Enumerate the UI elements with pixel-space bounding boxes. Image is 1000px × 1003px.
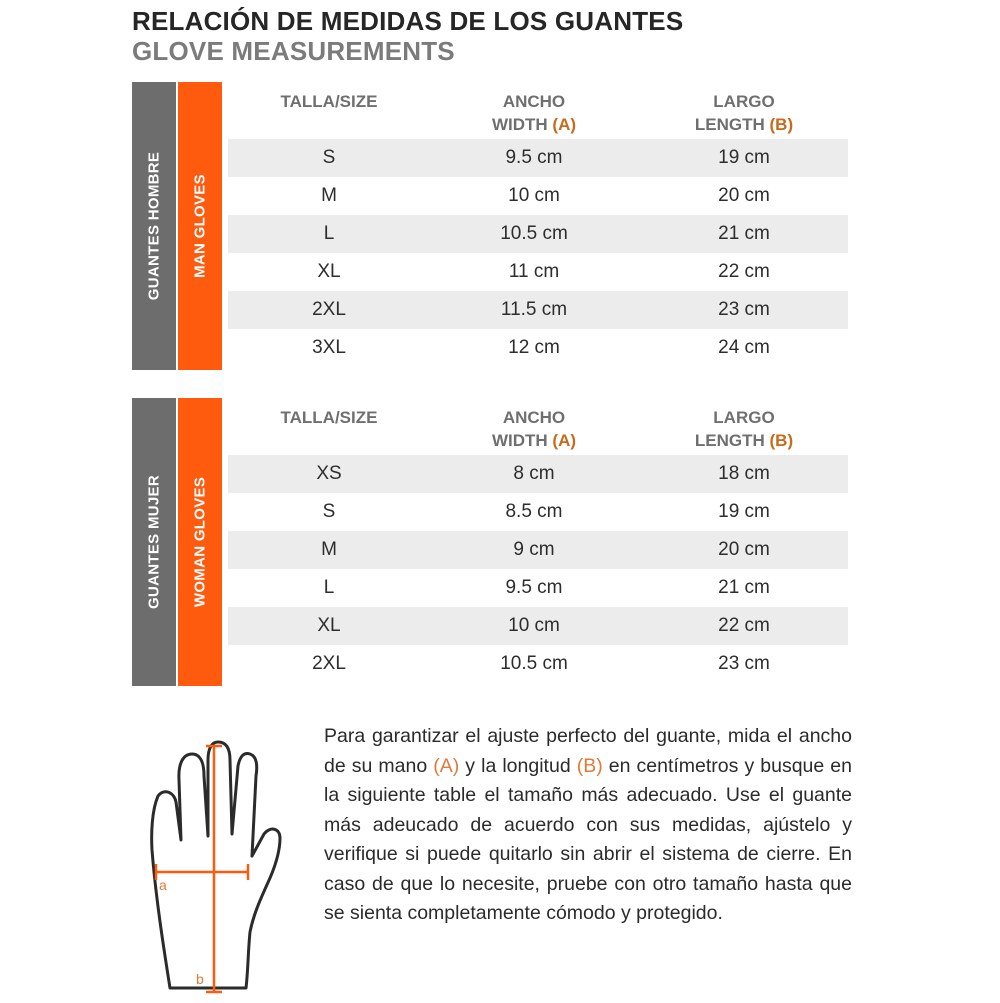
table-row: 2XL 11.5 cm 23 cm (228, 291, 848, 329)
label-b: b (196, 971, 204, 987)
woman-table-rows: XS 8 cm 18 cm S 8.5 cm 19 cm M 9 cm 20 c… (228, 455, 848, 683)
length-cell: 22 cm (718, 261, 770, 282)
length-cell: 23 cm (718, 653, 770, 674)
width-cell: 8.5 cm (505, 501, 563, 522)
header-length: LARGO LENGTH (B) (684, 90, 804, 136)
header-width: ANCHO WIDTH (A) (474, 406, 594, 452)
length-cell: 21 cm (718, 223, 770, 244)
header-width-en-line: WIDTH (A) (474, 113, 594, 136)
header-width-es: ANCHO (502, 408, 566, 427)
table-row: M 9 cm 20 cm (228, 531, 848, 569)
header-size: TALLA/SIZE (280, 92, 378, 111)
label-a: a (159, 877, 167, 893)
man-size-table: GUANTES HOMBRE MAN GLOVES TALLA/SIZE ANC… (132, 82, 848, 370)
header-width-en-line: WIDTH (A) (474, 429, 594, 452)
header-length-es: LARGO (713, 408, 775, 427)
length-cell: 22 cm (718, 615, 770, 636)
measurement-instructions: Para garantizar el ajuste perfecto del g… (324, 722, 852, 929)
table-row: L 9.5 cm 21 cm (228, 569, 848, 607)
table-row: S 8.5 cm 19 cm (228, 493, 848, 531)
woman-label-en: WOMAN GLOVES (191, 476, 209, 608)
instructions-part-1: Para garantizar el ajuste perfecto del g… (324, 725, 852, 777)
header-width-key: (A) (552, 115, 577, 134)
width-cell: 10.5 cm (500, 653, 568, 674)
length-cell: 23 cm (718, 299, 770, 320)
header-size: TALLA/SIZE (280, 408, 378, 427)
hand-measurement-diagram: a b (148, 740, 284, 998)
instructions-part-2: y la longitud (459, 754, 577, 777)
size-cell: XL (317, 615, 341, 636)
width-cell: 9.5 cm (505, 147, 563, 168)
table-row: XS 8 cm 18 cm (228, 455, 848, 493)
length-cell: 21 cm (718, 577, 770, 598)
width-cell: 8 cm (513, 463, 555, 484)
table-row: XL 10 cm 22 cm (228, 607, 848, 645)
header-length-en: LENGTH (694, 431, 765, 450)
woman-table-header: TALLA/SIZE ANCHO WIDTH (A) LARGO LENGTH … (228, 398, 848, 454)
width-cell: 9 cm (513, 539, 555, 560)
length-cell: 24 cm (718, 337, 770, 358)
instructions-part-3: en centímetros y busque en la siguiente … (324, 754, 852, 925)
instructions-key-b: (B) (576, 754, 603, 777)
table-row: 3XL 12 cm 24 cm (228, 329, 848, 367)
table-row: XL 11 cm 22 cm (228, 253, 848, 291)
woman-label-es: GUANTES MUJER (145, 475, 163, 609)
size-cell: L (323, 223, 335, 244)
table-row: M 10 cm 20 cm (228, 177, 848, 215)
table-row: 2XL 10.5 cm 23 cm (228, 645, 848, 683)
header-length-key: (B) (769, 431, 794, 450)
page-subtitle: GLOVE MEASUREMENTS (132, 36, 455, 66)
hand-outline-icon: a b (150, 740, 282, 994)
header-width-en: WIDTH (491, 431, 548, 450)
header-length-en: LENGTH (694, 115, 765, 134)
table-row: L 10.5 cm 21 cm (228, 215, 848, 253)
width-cell: 10 cm (508, 615, 560, 636)
woman-size-table: GUANTES MUJER WOMAN GLOVES TALLA/SIZE AN… (132, 398, 848, 686)
size-cell: S (322, 501, 336, 522)
table-row: S 9.5 cm 19 cm (228, 139, 848, 177)
header-length: LARGO LENGTH (B) (684, 406, 804, 452)
instructions-key-a: (A) (433, 754, 460, 777)
header-width-key: (A) (552, 431, 577, 450)
size-cell: 2XL (312, 653, 346, 674)
man-label-en: MAN GLOVES (191, 174, 209, 278)
length-cell: 19 cm (718, 147, 770, 168)
man-label-es: GUANTES HOMBRE (145, 151, 163, 301)
width-cell: 11 cm (508, 261, 560, 282)
header-length-en-line: LENGTH (B) (684, 429, 804, 452)
header-length-es: LARGO (713, 92, 775, 111)
man-label-bar-es: GUANTES HOMBRE (132, 82, 176, 370)
size-cell: M (321, 185, 337, 206)
length-cell: 19 cm (718, 501, 770, 522)
header-length-en-line: LENGTH (B) (684, 113, 804, 136)
header-width: ANCHO WIDTH (A) (474, 90, 594, 136)
man-label-bar-en: MAN GLOVES (178, 82, 222, 370)
woman-label-bar-en: WOMAN GLOVES (178, 398, 222, 686)
size-cell: M (321, 539, 337, 560)
size-cell: S (322, 147, 336, 168)
size-cell: XL (317, 261, 341, 282)
size-cell: 3XL (312, 337, 346, 358)
width-cell: 12 cm (508, 337, 560, 358)
length-cell: 20 cm (718, 185, 770, 206)
width-cell: 10 cm (508, 185, 560, 206)
header-width-en: WIDTH (491, 115, 548, 134)
page-title: RELACIÓN DE MEDIDAS DE LOS GUANTES (132, 6, 684, 36)
header-width-es: ANCHO (502, 92, 566, 111)
width-cell: 10.5 cm (500, 223, 568, 244)
width-cell: 9.5 cm (505, 577, 563, 598)
header-length-key: (B) (769, 115, 794, 134)
man-table-rows: S 9.5 cm 19 cm M 10 cm 20 cm L 10.5 cm 2… (228, 139, 848, 367)
size-cell: L (323, 577, 335, 598)
length-cell: 18 cm (718, 463, 770, 484)
size-cell: XS (316, 463, 342, 484)
size-cell: 2XL (312, 299, 346, 320)
woman-label-bar-es: GUANTES MUJER (132, 398, 176, 686)
man-table-header: TALLA/SIZE ANCHO WIDTH (A) LARGO LENGTH … (228, 82, 848, 138)
width-cell: 11.5 cm (500, 299, 568, 320)
length-cell: 20 cm (718, 539, 770, 560)
